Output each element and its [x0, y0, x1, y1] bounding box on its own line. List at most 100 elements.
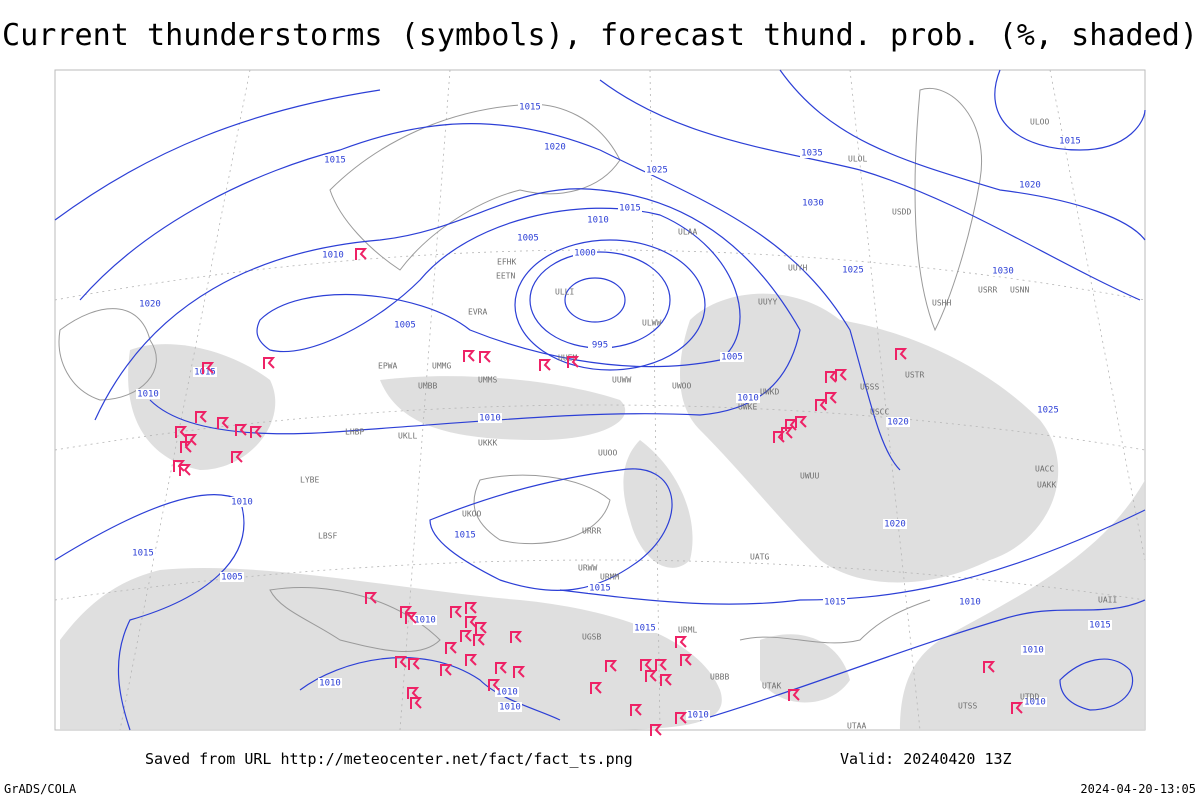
thunderstorm-symbol: [235, 424, 248, 436]
station-label: USHH: [932, 299, 951, 308]
station-label: URMM: [600, 573, 619, 582]
thunderstorm-symbol: [1011, 702, 1024, 714]
label-bg: [588, 340, 612, 350]
isobar-label: 1015: [324, 156, 346, 166]
thunderstorm-symbol: [465, 654, 478, 666]
isobar-label: 1015: [519, 103, 541, 113]
thunderstorm-symbol: [675, 712, 688, 724]
isobar-label: 1030: [992, 267, 1014, 277]
label-bg: [823, 597, 847, 607]
isobar-label: 1015: [824, 598, 846, 608]
map-area: 1015 1020 1025 1035 1015 1015 1020 1030 1010 1015…: [54, 69, 1146, 736]
thunderstorm-symbol: [195, 411, 208, 423]
thunderstorm-symbol: [660, 674, 673, 686]
thunderstorm-symbol: [640, 659, 653, 671]
label-bg: [991, 266, 1015, 276]
timestamp: 2024-04-20-13:05: [1080, 782, 1196, 796]
thunderstorm-symbol: [202, 362, 215, 374]
isobar-label: 1010: [737, 394, 759, 404]
isobar-label: 1010: [231, 498, 253, 508]
source-url: Saved from URL http://meteocenter.net/fa…: [145, 750, 633, 768]
isobar-label: 1010: [137, 390, 159, 400]
label-bg: [586, 215, 610, 225]
label-bg: [886, 417, 910, 427]
label-bg: [453, 530, 477, 540]
label-bg: [1036, 405, 1060, 415]
label-bg: [516, 233, 540, 243]
label-bg: [883, 519, 907, 529]
thunderstorm-symbol: [680, 654, 693, 666]
label-bg: [478, 413, 502, 423]
coastlines: [58, 88, 982, 652]
thunderstorm-symbol: [983, 661, 996, 673]
thunderstorm-symbol: [465, 616, 478, 628]
isobar-label: 1005: [394, 321, 416, 331]
isobar-label: 1020: [884, 520, 906, 530]
isobar-label: 1020: [544, 143, 566, 153]
label-bg: [193, 367, 217, 377]
thunderstorm-symbol: [655, 659, 668, 671]
isobar-label: 1035: [801, 149, 823, 159]
station-label: UUYY: [758, 298, 777, 307]
thunderstorm-symbol: [675, 636, 688, 648]
station-label: USSS: [860, 383, 879, 392]
station-label: UACC: [1035, 465, 1054, 474]
label-bg: [318, 678, 342, 688]
isobar-label: 1010: [479, 414, 501, 424]
station-label: UKKK: [478, 439, 497, 448]
isobar-label: 1015: [634, 624, 656, 634]
label-bg: [498, 702, 522, 712]
label-bg: [495, 687, 519, 697]
station-label: UUOO: [598, 449, 617, 458]
isobar-label: 1015: [132, 549, 154, 559]
station-label: EETN: [496, 272, 515, 281]
label-bg: [393, 320, 417, 330]
isobar-label: 1025: [646, 166, 668, 176]
station-label: ULLI: [555, 288, 574, 297]
thunderstorm-symbol: [630, 704, 643, 716]
station-label: UMMG: [432, 362, 451, 371]
label-bg: [131, 548, 155, 558]
label-bg: [1088, 620, 1112, 630]
label-bg: [800, 148, 824, 158]
thunderstorm-symbol: [263, 357, 276, 369]
label-bg: [323, 155, 347, 165]
station-label: USRR: [978, 286, 997, 295]
thunderstorm-symbol: [185, 434, 198, 446]
isobar-label: 1010: [496, 688, 518, 698]
thunderstorm-symbol: [475, 622, 488, 634]
label-bg: [138, 299, 162, 309]
label-bg: [1018, 180, 1042, 190]
label-bg: [958, 597, 982, 607]
thunderstorm-symbol: [781, 427, 794, 439]
station-label: EFHK: [497, 258, 516, 267]
label-bg: [1058, 136, 1082, 146]
station-label: UAKK: [1037, 481, 1056, 490]
station-label: URML: [678, 626, 697, 635]
label-bg: [543, 142, 567, 152]
thunderstorm-symbol: [250, 426, 263, 438]
label-bg: [633, 623, 657, 633]
station-label: ULOO: [1030, 118, 1049, 127]
station-label: UTDD: [1020, 693, 1039, 702]
station-label: UUWW: [612, 376, 631, 385]
station-label: USCC: [870, 408, 889, 417]
station-label: ULAA: [678, 228, 697, 237]
isobar-label: 1010: [319, 679, 341, 689]
isobar-label: 1025: [1037, 406, 1059, 416]
isobar-labels: 1015 1020 1025 1035 1015 1015 1020 1030 1010 1015…: [131, 102, 1112, 721]
label-bg: [1021, 645, 1045, 655]
label-bg: [645, 165, 669, 175]
station-label: UBBB: [710, 673, 729, 682]
thunderstorm-symbol: [175, 426, 188, 438]
thunderstorm-symbol: [488, 679, 501, 691]
station-label: UTAK: [762, 682, 781, 691]
valid-time: Valid: 20240420 13Z: [840, 750, 1012, 768]
station-label: UWOO: [672, 382, 691, 391]
thunderstorm-symbol: [495, 662, 508, 674]
station-label: LBSF: [318, 532, 337, 541]
thunderstorm-symbol: [217, 417, 230, 429]
thunderstorm-symbol: [895, 348, 908, 360]
station-label: LYBE: [300, 476, 319, 485]
thunderstorm-symbol: [513, 666, 526, 678]
